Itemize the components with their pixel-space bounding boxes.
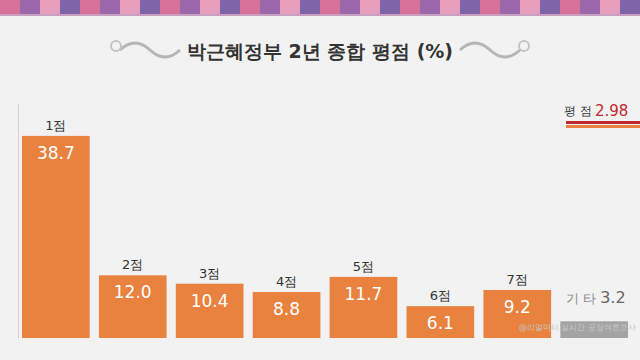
data-label: 12.0 <box>114 282 152 302</box>
strip-block <box>380 0 400 14</box>
category-label: 2점 <box>122 257 143 272</box>
source: @리얼미터 실시간 공정여론조사 <box>519 323 636 332</box>
category-label: 기 타 <box>566 291 596 306</box>
strip-block <box>460 0 480 14</box>
cloud <box>120 43 180 57</box>
strip-block <box>180 0 200 14</box>
data-label: 6.1 <box>427 313 454 333</box>
annotation-rule <box>566 125 640 128</box>
cloud <box>111 41 121 51</box>
chart-root: 박근혜정부 2년 종합 평점 (%) 1점 38.7 2점 12.0 3점 10.4 4점 8.… <box>0 0 640 360</box>
strip-block <box>60 0 80 14</box>
strip-block <box>240 0 260 14</box>
strip-block <box>420 0 440 14</box>
annotation: 평 점2.98 <box>564 102 640 128</box>
bar <box>22 136 90 338</box>
strip-block <box>20 0 40 14</box>
strip-block <box>260 0 280 14</box>
data-label: 38.7 <box>37 143 75 163</box>
strip-block <box>580 0 600 14</box>
strip-block <box>540 0 560 14</box>
strip-block <box>160 0 180 14</box>
bar <box>330 277 398 338</box>
bar <box>99 275 167 338</box>
data-label: 3.2 <box>600 288 625 307</box>
strip-block <box>0 0 20 14</box>
strip-block <box>40 0 60 14</box>
strip-block <box>220 0 240 14</box>
bar <box>253 292 321 338</box>
strip-block <box>340 0 360 14</box>
strip-block <box>500 0 520 14</box>
strip-block <box>620 0 640 14</box>
category-label: 3점 <box>199 266 220 281</box>
strip-block <box>560 0 580 14</box>
category-label: 4점 <box>276 274 297 289</box>
strip-block <box>480 0 500 14</box>
data-label: 10.4 <box>191 291 229 311</box>
strip-block <box>80 0 100 14</box>
cloud <box>519 41 529 51</box>
annotation-rule <box>566 121 640 124</box>
category-label: 1점 <box>45 118 66 133</box>
data-label: 11.7 <box>345 284 383 304</box>
y-axis-line <box>18 104 19 339</box>
labels: 1점 38.7 2점 12.0 3점 10.4 4점 8.8 5점 11.7 6점 6.1 7점 9.2 기… <box>37 118 626 333</box>
bar <box>176 284 244 338</box>
strip-block <box>100 0 120 14</box>
background <box>0 0 640 360</box>
cloud <box>460 43 520 57</box>
y-axis <box>18 104 19 339</box>
strip-block <box>440 0 460 14</box>
strip-block <box>320 0 340 14</box>
annotation-label: 평 점 <box>564 104 592 118</box>
strip-block <box>360 0 380 14</box>
strip-block <box>300 0 320 14</box>
category-label: 7점 <box>507 272 528 287</box>
annotation-value: 2.98 <box>595 102 628 120</box>
strip-block <box>200 0 220 14</box>
bars <box>22 136 628 338</box>
strip-block <box>400 0 420 14</box>
strip-block <box>600 0 620 14</box>
strip-block <box>120 0 140 14</box>
category-label: 6점 <box>430 288 451 303</box>
data-label: 9.2 <box>504 297 531 317</box>
title: 박근혜정부 2년 종합 평점 (%) <box>187 40 453 62</box>
category-label: 5점 <box>353 259 374 274</box>
strip-line <box>0 14 640 16</box>
header-strip <box>0 0 640 16</box>
strip-block <box>280 0 300 14</box>
data-label: 8.8 <box>273 299 300 319</box>
strip-block <box>140 0 160 14</box>
bar <box>407 306 475 338</box>
strip-block <box>520 0 540 14</box>
